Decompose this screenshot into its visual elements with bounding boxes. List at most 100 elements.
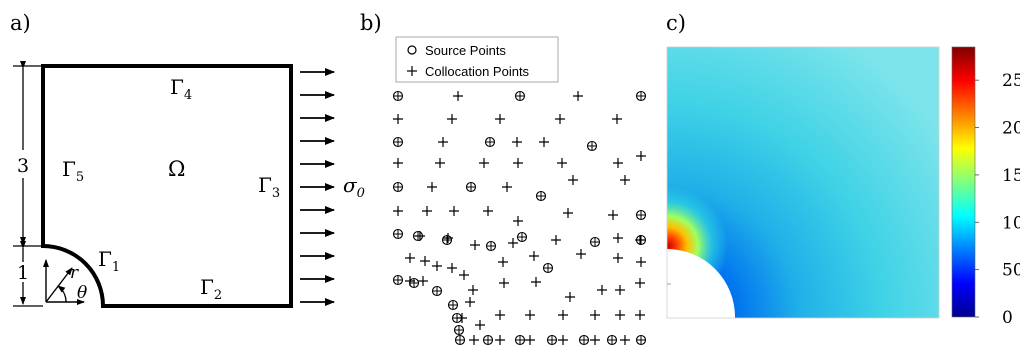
theta-label: θ bbox=[77, 283, 87, 303]
collocation-point bbox=[513, 216, 523, 226]
collocation-point bbox=[636, 257, 646, 267]
collocation-point bbox=[597, 285, 607, 295]
source-point bbox=[578, 334, 590, 346]
collocation-point bbox=[405, 253, 415, 263]
collocation-point bbox=[479, 158, 489, 168]
source-point bbox=[606, 334, 618, 346]
collocation-point bbox=[568, 175, 578, 185]
panel-a-label: a) bbox=[10, 11, 31, 35]
panel-c: c) 250 200 150 100 50 0 bbox=[666, 11, 1020, 328]
collocation-point bbox=[613, 233, 623, 243]
collocation-point bbox=[455, 326, 463, 334]
source-point bbox=[485, 240, 497, 252]
collocation-point bbox=[475, 320, 485, 330]
source-point bbox=[454, 334, 466, 346]
source-point bbox=[635, 209, 647, 221]
source-point bbox=[447, 299, 459, 311]
collocation-point bbox=[484, 336, 492, 344]
collocation-point bbox=[557, 158, 567, 168]
collocation-point bbox=[615, 310, 625, 320]
collocation-point bbox=[486, 138, 494, 146]
collocation-point bbox=[495, 310, 505, 320]
collocation-point bbox=[495, 114, 505, 124]
load-arrows bbox=[300, 68, 335, 306]
source-point bbox=[516, 231, 528, 243]
polar-axes bbox=[43, 259, 85, 305]
legend-box bbox=[395, 36, 559, 83]
source-point bbox=[514, 334, 526, 346]
colorbar-tick-label: 150 bbox=[1002, 166, 1020, 186]
collocation-point bbox=[457, 313, 467, 323]
collocation-point bbox=[548, 336, 556, 344]
sigma0-label: σ0 bbox=[343, 173, 365, 201]
source-point bbox=[431, 285, 443, 297]
source-point bbox=[635, 334, 647, 346]
collocation-point bbox=[551, 235, 561, 245]
collocation-point bbox=[499, 278, 509, 288]
collocation-point bbox=[518, 233, 526, 241]
source-point bbox=[546, 334, 558, 346]
collocation-point bbox=[410, 279, 418, 287]
collocation-point bbox=[498, 257, 508, 267]
source-point bbox=[514, 90, 526, 102]
collocation-point bbox=[394, 183, 402, 191]
gamma4-label: Γ4 bbox=[170, 75, 192, 103]
collocation-point bbox=[483, 206, 493, 216]
source-point bbox=[586, 140, 598, 152]
hole-cutout bbox=[667, 249, 736, 318]
legend-source-marker bbox=[407, 45, 417, 55]
collocation-point bbox=[432, 261, 442, 271]
collocation-point bbox=[544, 264, 552, 272]
dimension-lines bbox=[13, 61, 43, 307]
collocation-point bbox=[495, 335, 505, 345]
collocation-point bbox=[635, 310, 645, 320]
collocation-point bbox=[525, 310, 535, 320]
collocation-point bbox=[433, 287, 441, 295]
collocation-point bbox=[435, 158, 445, 168]
collocation-point bbox=[531, 277, 541, 287]
collocation-point bbox=[516, 92, 524, 100]
collocation-point bbox=[502, 182, 512, 192]
collocation-point bbox=[612, 114, 622, 124]
collocation-point bbox=[453, 91, 463, 101]
collocation-point bbox=[635, 278, 645, 288]
colorbar-tick-label: 200 bbox=[1002, 119, 1020, 139]
collocation-point bbox=[512, 137, 522, 147]
collocation-point bbox=[620, 335, 630, 345]
source-point bbox=[484, 136, 496, 148]
collocation-point bbox=[608, 210, 618, 220]
collocation-point bbox=[615, 285, 625, 295]
collocation-point bbox=[394, 138, 402, 146]
collocation-point bbox=[420, 256, 430, 266]
colorbar bbox=[951, 46, 976, 318]
collocation-point bbox=[467, 183, 475, 191]
collocation-point bbox=[487, 242, 495, 250]
collocation-point bbox=[537, 192, 545, 200]
collocation-point bbox=[513, 158, 523, 168]
contour-frame bbox=[666, 46, 940, 319]
collocation-point bbox=[525, 335, 535, 345]
collocation-point bbox=[637, 336, 645, 344]
collocation-point bbox=[539, 137, 549, 147]
collocation-point bbox=[393, 114, 403, 124]
colorbar-tick-label: 100 bbox=[1002, 213, 1020, 233]
panel-b-label: b) bbox=[360, 11, 382, 35]
legend-collocation-marker bbox=[407, 66, 417, 76]
source-point bbox=[465, 181, 477, 193]
r-label: r bbox=[70, 263, 79, 283]
collocation-point bbox=[613, 158, 623, 168]
collocation-point bbox=[590, 310, 600, 320]
source-point bbox=[392, 228, 404, 240]
collocation-point bbox=[635, 235, 645, 245]
collocation-point bbox=[394, 230, 402, 238]
dim-lower: 1 bbox=[17, 262, 29, 284]
colorbar-tick-label: 0 bbox=[1002, 308, 1013, 328]
panel-a: a) 3 1 Ω Γ4 Γ5 Γ3 Γ1 Γ2 r θ bbox=[10, 11, 365, 308]
collocation-point bbox=[636, 151, 646, 161]
source-point bbox=[392, 274, 404, 286]
source-point bbox=[392, 136, 404, 148]
source-point bbox=[392, 90, 404, 102]
gamma3-label: Γ3 bbox=[258, 173, 280, 201]
source-point bbox=[441, 234, 453, 246]
